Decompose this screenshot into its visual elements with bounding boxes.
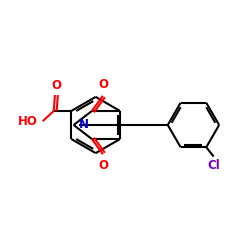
- Text: O: O: [99, 78, 109, 92]
- Text: N: N: [79, 118, 89, 132]
- Text: O: O: [52, 79, 62, 92]
- Text: Cl: Cl: [208, 160, 220, 172]
- Text: O: O: [99, 158, 109, 172]
- Text: HO: HO: [18, 115, 37, 128]
